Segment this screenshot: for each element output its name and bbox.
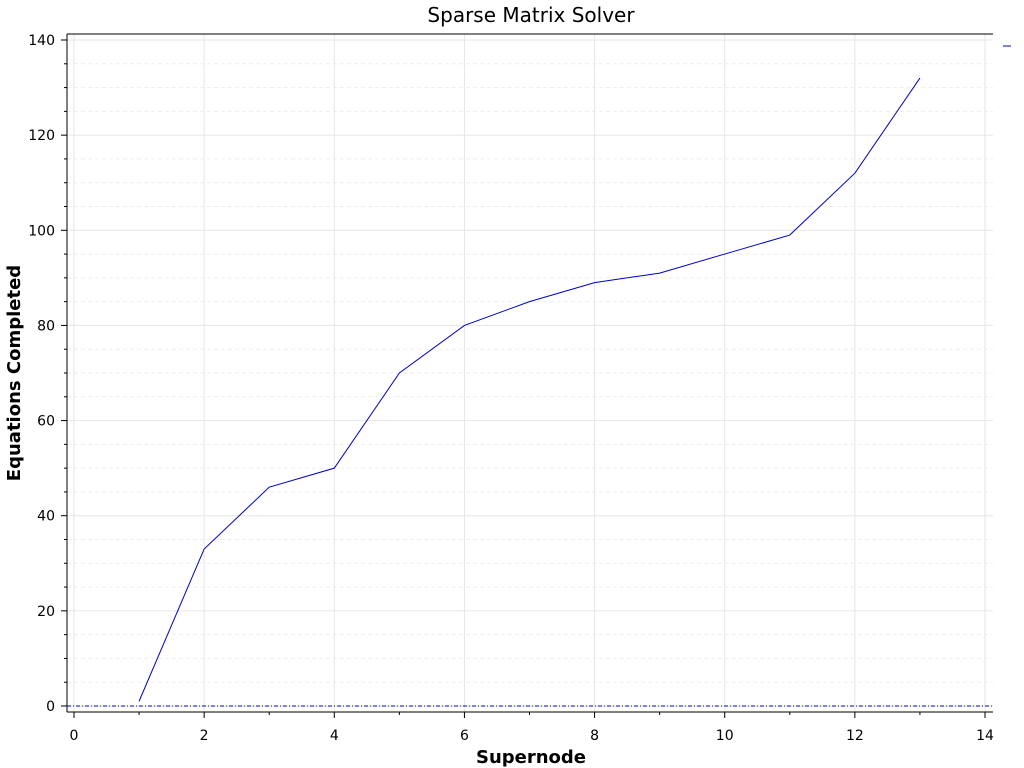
y-axis-label: Equations Completed [4, 265, 25, 481]
series-line [138, 77, 921, 702]
y-tick-label: 60 [37, 414, 55, 430]
y-tick-label: 80 [37, 318, 55, 334]
x-tick-label: 0 [70, 728, 79, 744]
y-tick-label: 20 [37, 604, 55, 620]
y-tick-label: 140 [28, 33, 55, 49]
x-ticks: 0 2 4 6 8 10 12 14 [70, 712, 994, 744]
x-tick-label: 12 [846, 728, 864, 744]
y-tick-label: 0 [46, 699, 55, 715]
x-tick-label: 6 [460, 728, 469, 744]
chart-title: Sparse Matrix Solver [427, 3, 635, 27]
y-tick-label: 100 [28, 223, 55, 239]
x-axis-label: Supernode [476, 747, 586, 768]
y-tick-label: 120 [28, 128, 55, 144]
x-tick-label: 2 [200, 728, 209, 744]
series-layer [67, 77, 993, 707]
x-tick-label: 10 [716, 728, 734, 744]
x-tick-label: 8 [590, 728, 599, 744]
y-ticks: 0 20 40 60 80 100 120 140 [28, 33, 67, 715]
y-tick-label: 40 [37, 509, 55, 525]
x-tick-label: 4 [330, 728, 339, 744]
grid [67, 34, 993, 712]
x-tick-label: 14 [976, 728, 994, 744]
